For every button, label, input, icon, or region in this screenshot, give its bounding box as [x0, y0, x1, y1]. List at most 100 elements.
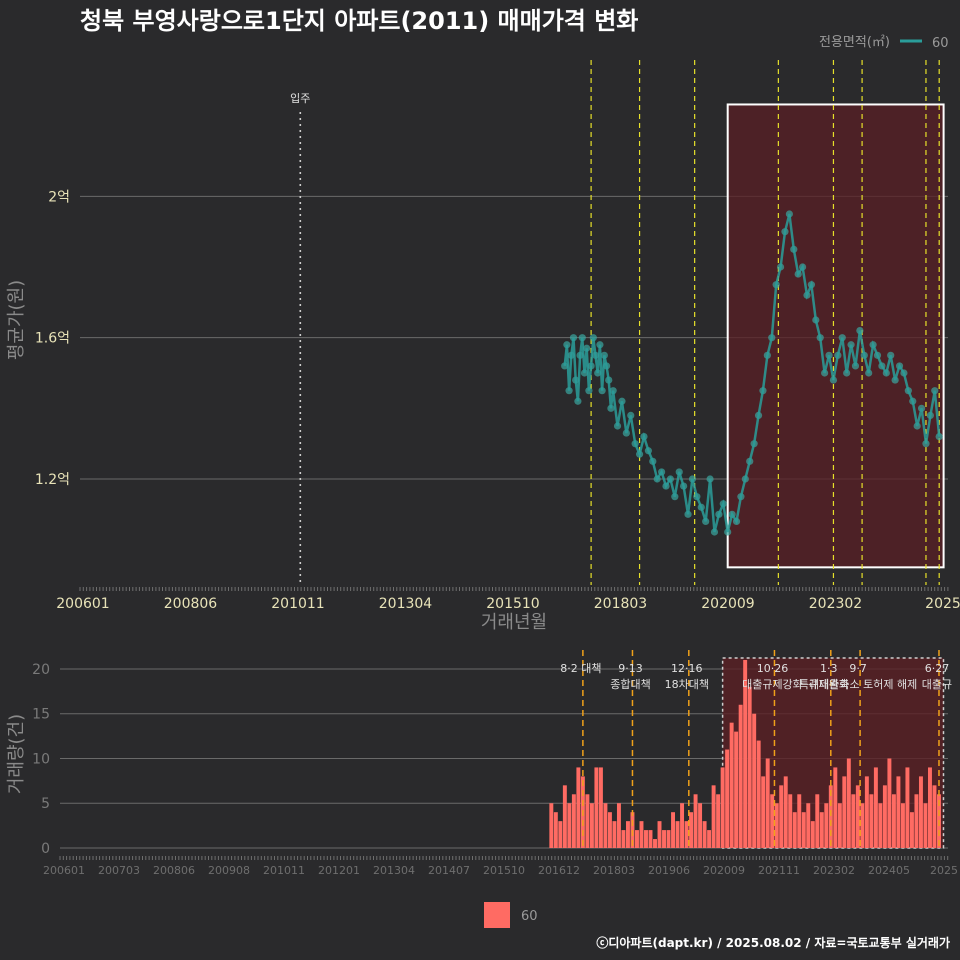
- bottom-y-axis: 0 5 10 15 20: [32, 662, 50, 857]
- bottom-bar-30: [684, 821, 689, 848]
- bottom-y-tick-label-0: 0: [41, 841, 50, 857]
- bottom-bar-61: [824, 803, 829, 848]
- top-x-tick-label-8: 2025: [925, 596, 960, 612]
- bottom-x-tick-label-16: 2025: [930, 864, 958, 877]
- bottom-legend: 60: [484, 902, 538, 928]
- bottom-bar-50: [774, 803, 779, 848]
- bottom-x-tick-label-11: 201906: [648, 864, 690, 877]
- bottom-bar-25: [662, 830, 666, 848]
- bottom-x-tick-label-15: 202405: [868, 864, 910, 877]
- top-y-tick-label-2: 2억: [48, 189, 70, 205]
- bottom-bar-83: [923, 803, 928, 848]
- bottom-policy-label-1-0: 9·13: [618, 662, 643, 675]
- bottom-bar-38: [720, 767, 725, 848]
- bottom-bar-6: [576, 767, 581, 848]
- top-highlight-range: [726, 103, 945, 569]
- bottom-bar-67: [851, 794, 856, 848]
- top-legend-entry: 60: [932, 36, 949, 51]
- bottom-bar-9: [589, 803, 594, 848]
- bottom-bar-57: [806, 803, 811, 848]
- bottom-bar-21: [644, 830, 648, 848]
- top-y-axis: 1.2억 1.6억 2억: [35, 189, 70, 488]
- bottom-legend-swatch: [484, 902, 510, 928]
- bottom-bar-82: [918, 776, 923, 848]
- bottom-legend-entry: 60: [521, 909, 538, 924]
- bottom-bar-46: [756, 740, 761, 848]
- bottom-bar-2: [558, 821, 563, 848]
- bottom-policy-label-5-0: 9·7: [849, 662, 867, 675]
- bottom-bar-66: [846, 758, 851, 848]
- bottom-y-tick-label-3: 15: [32, 707, 50, 723]
- top-x-tick-label-7: 202302: [809, 596, 862, 612]
- bottom-bar-1: [553, 812, 558, 848]
- bottom-bar-42: [738, 704, 743, 848]
- bottom-bar-84: [927, 767, 932, 848]
- bottom-bar-5: [571, 794, 576, 848]
- bottom-policy-label-4-1: 규제완화: [809, 678, 849, 691]
- top-y-tick-label-1: 1.6억: [35, 331, 70, 347]
- bottom-bar-44: [747, 686, 752, 848]
- bottom-bar-36: [711, 785, 716, 848]
- bottom-bar-68: [855, 785, 860, 848]
- bottom-bar-41: [734, 731, 739, 848]
- bottom-bar-27: [671, 812, 676, 848]
- bottom-bar-0: [549, 803, 554, 848]
- bottom-bar-55: [797, 794, 802, 848]
- bottom-bar-15: [616, 803, 621, 848]
- bottom-x-tick-label-1: 200703: [98, 864, 140, 877]
- bottom-bar-3: [562, 785, 567, 848]
- top-x-tick-label-6: 202009: [701, 596, 754, 612]
- top-policy-lines: [590, 60, 940, 585]
- bottom-bar-45: [752, 713, 757, 848]
- bottom-bar-4: [567, 803, 572, 848]
- bottom-y-tick-label-2: 10: [32, 751, 50, 767]
- footer-credit: ⓒ디아파트(dapt.kr) / 2025.08.02 / 자료=국토교통부 실…: [596, 935, 950, 950]
- bottom-bar-58: [810, 821, 815, 848]
- bottom-bar-28: [675, 821, 680, 848]
- top-point-0: [561, 362, 569, 370]
- bottom-policy-label-2-0: 12·16: [671, 662, 703, 675]
- top-legend: 전용면적(㎡) 60: [819, 35, 949, 51]
- bottom-policy-label-5-1: 특례대출축소 토허제 해제: [799, 677, 917, 691]
- bottom-bar-59: [815, 794, 820, 848]
- bottom-bar-80: [909, 812, 914, 848]
- top-x-axis-title: 거래년월: [481, 612, 547, 633]
- top-x-tick-label-0: 200601: [56, 596, 109, 612]
- bottom-x-tick-label-6: 201304: [373, 864, 415, 877]
- bottom-bar-48: [765, 758, 770, 848]
- bottom-bar-43: [743, 660, 748, 848]
- bottom-bar-75: [887, 758, 892, 848]
- bottom-bar-49: [770, 794, 775, 848]
- bottom-bar-52: [783, 776, 788, 848]
- top-x-tick-label-5: 201803: [594, 596, 647, 612]
- top-annotation-label-0: 입주: [290, 92, 310, 105]
- bottom-bar-62: [828, 785, 833, 848]
- bottom-policy-label-1-1: 종합대책: [610, 678, 650, 691]
- bottom-policy-label-2-1: 18차대책: [665, 678, 709, 691]
- bottom-policy-label-3-1: 대출규제강화: [742, 678, 803, 691]
- bottom-bar-14: [612, 821, 617, 848]
- bottom-x-tick-label-9: 201612: [538, 864, 580, 877]
- bottom-bar-17: [625, 821, 630, 848]
- bottom-x-tick-label-4: 201011: [263, 864, 305, 877]
- bottom-bar-31: [689, 812, 694, 848]
- top-y-axis-title: 평균가(원): [6, 280, 27, 360]
- bottom-bar-74: [882, 785, 887, 848]
- bottom-bar-60: [819, 812, 824, 848]
- bottom-bar-39: [725, 749, 730, 848]
- bottom-bar-73: [878, 803, 883, 848]
- top-price-line: [563, 213, 941, 533]
- bottom-bar-10: [594, 767, 599, 848]
- bottom-bar-34: [702, 821, 707, 848]
- bottom-bar-85: [932, 785, 937, 848]
- bottom-x-tick-label-12: 202009: [703, 864, 745, 877]
- bottom-bar-53: [788, 794, 793, 848]
- bottom-x-tick-label-0: 200601: [43, 864, 85, 877]
- bottom-bar-13: [607, 812, 612, 848]
- bottom-bar-63: [833, 767, 838, 848]
- bottom-bar-79: [905, 767, 910, 848]
- bottom-bar-20: [639, 821, 644, 848]
- chart-title: 청북 부영사랑으로1단지 아파트(2011) 매매가격 변화: [80, 7, 638, 35]
- bottom-bar-33: [698, 803, 703, 848]
